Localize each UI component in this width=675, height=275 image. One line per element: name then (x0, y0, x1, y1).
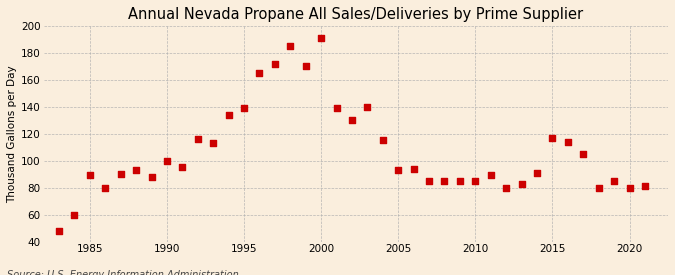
Point (316, 36, 327, 40)
Point (454, 179, 465, 183)
Point (69, 212, 80, 217)
Point (192, 137, 203, 141)
Point (578, 152, 589, 156)
Point (285, 44, 296, 48)
Point (53, 229, 64, 233)
Point (501, 185, 512, 190)
Y-axis label: Thousand Gallons per Day: Thousand Gallons per Day (7, 65, 17, 202)
Point (84, 173, 95, 178)
Point (269, 61, 280, 66)
Point (115, 172, 126, 176)
Point (131, 168, 142, 172)
Point (362, 104, 373, 109)
Point (516, 182, 527, 186)
Point (331, 106, 342, 110)
Point (346, 118, 357, 122)
Point (146, 175, 157, 179)
Point (439, 179, 450, 183)
Point (532, 170, 543, 175)
Title: Annual Nevada Propane All Sales/Deliveries by Prime Supplier: Annual Nevada Propane All Sales/Deliveri… (128, 7, 583, 22)
Point (609, 179, 620, 183)
Point (177, 165, 188, 170)
Point (239, 106, 250, 110)
Point (208, 141, 219, 145)
Point (393, 168, 404, 172)
Point (485, 173, 496, 178)
Point (377, 138, 388, 143)
Point (639, 184, 650, 188)
Point (100, 185, 111, 190)
Point (408, 167, 419, 171)
Point (223, 113, 234, 117)
Point (470, 179, 481, 183)
Point (424, 179, 435, 183)
Point (562, 140, 573, 144)
Point (254, 71, 265, 75)
Point (547, 136, 558, 140)
Text: Source: U.S. Energy Information Administration: Source: U.S. Energy Information Administ… (7, 271, 238, 275)
Point (300, 64, 311, 68)
Point (593, 185, 604, 190)
Point (161, 158, 172, 163)
Point (624, 185, 635, 190)
